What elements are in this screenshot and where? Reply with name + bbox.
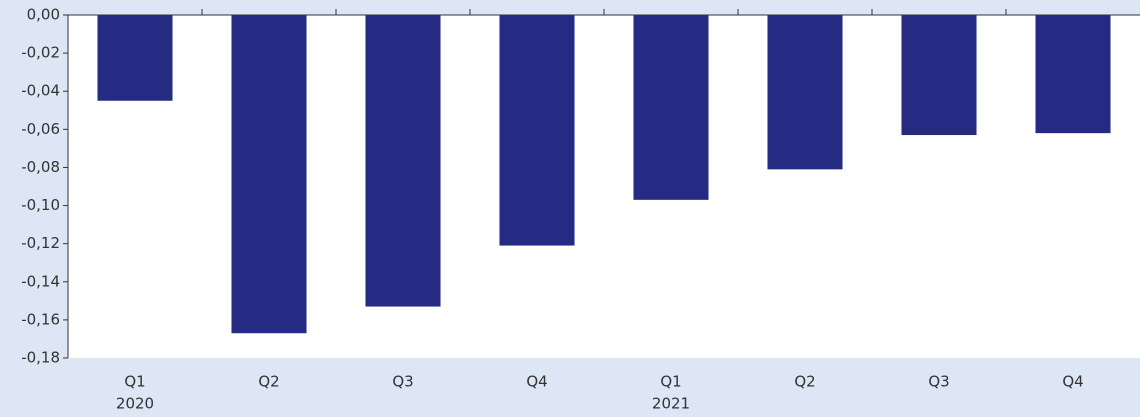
- y-tick-label: -0,18: [21, 349, 60, 367]
- x-tick-label: Q1: [660, 373, 681, 391]
- bar: [365, 15, 441, 307]
- bar: [1035, 15, 1111, 134]
- y-tick-label: -0,06: [21, 120, 60, 138]
- bar: [231, 15, 307, 334]
- x-tick-label: Q4: [1062, 373, 1083, 391]
- y-tick-label: -0,04: [21, 82, 60, 100]
- x-tick-label: Q4: [526, 373, 547, 391]
- y-tick-label: -0,16: [21, 310, 60, 328]
- y-tick-label: -0,12: [21, 234, 60, 252]
- x-tick-label: Q2: [794, 373, 815, 391]
- y-tick-label: -0,08: [21, 158, 60, 176]
- y-tick-label: -0,10: [21, 196, 60, 214]
- bar: [499, 15, 575, 246]
- plot-area: [68, 15, 1140, 358]
- y-tick-label: -0,02: [21, 44, 60, 62]
- x-tick-label: Q1: [124, 373, 145, 391]
- x-tick-label: 2020: [116, 395, 154, 413]
- y-tick-label: -0,14: [21, 272, 60, 290]
- bar: [767, 15, 843, 170]
- x-tick-label: 2021: [652, 395, 690, 413]
- x-tick-label: Q3: [928, 373, 949, 391]
- bar: [97, 15, 173, 101]
- bar: [633, 15, 709, 200]
- x-tick-label: Q3: [392, 373, 413, 391]
- bar: [901, 15, 977, 136]
- y-tick-label: 0,00: [27, 6, 60, 24]
- x-tick-label: Q2: [258, 373, 279, 391]
